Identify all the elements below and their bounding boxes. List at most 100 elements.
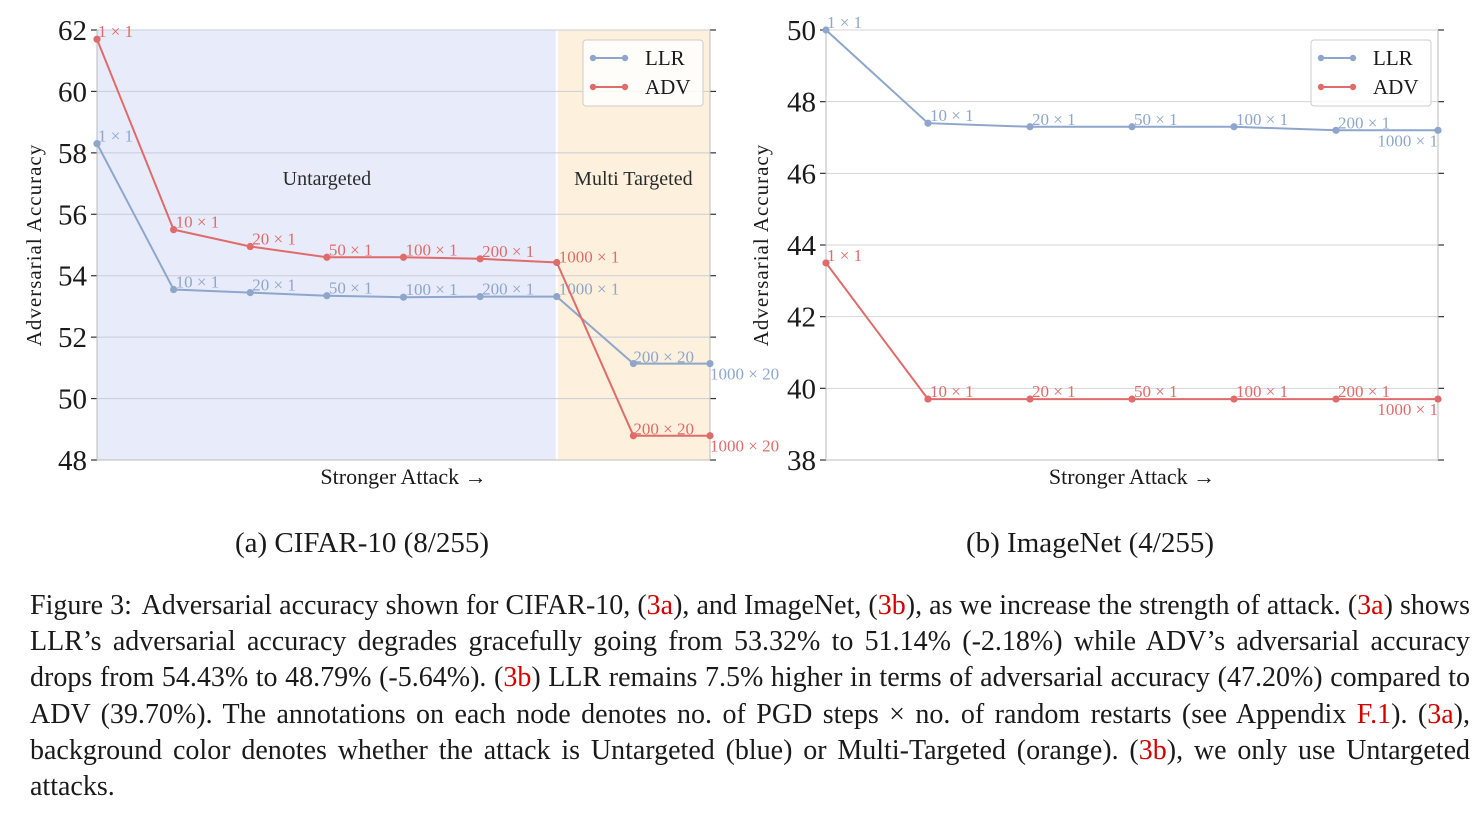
data-point-llr bbox=[924, 119, 932, 127]
data-label-llr: 10 × 1 bbox=[930, 106, 974, 125]
caption-ref-link[interactable]: 3a bbox=[1427, 698, 1454, 730]
data-point-llr bbox=[93, 140, 101, 148]
region-label: Multi Targeted bbox=[574, 168, 692, 190]
data-label-adv: 50 × 1 bbox=[329, 240, 373, 259]
data-point-llr bbox=[399, 293, 408, 301]
y-tick-label: 46 bbox=[787, 158, 816, 190]
x-axis-label: Stronger Attack → bbox=[1049, 464, 1215, 489]
data-point-llr bbox=[1230, 123, 1238, 131]
figure-caption: Figure 3: Adversarial accuracy shown for… bbox=[30, 588, 1470, 805]
caption-ref-link[interactable]: 3b bbox=[1138, 734, 1167, 766]
data-label-adv: 200 × 1 bbox=[1338, 382, 1390, 401]
legend-label: ADV bbox=[645, 75, 691, 99]
data-point-llr bbox=[1434, 126, 1442, 134]
legend-swatch-marker bbox=[1349, 54, 1357, 62]
legend-label: ADV bbox=[1373, 75, 1419, 99]
data-point-adv bbox=[1128, 395, 1136, 403]
y-tick-label: 52 bbox=[58, 322, 87, 354]
caption-ref-link[interactable]: 3b bbox=[503, 662, 532, 694]
data-point-llr bbox=[170, 285, 178, 294]
data-label-adv: 1 × 1 bbox=[98, 22, 133, 41]
data-point-adv bbox=[1026, 395, 1034, 403]
data-point-llr bbox=[553, 293, 561, 301]
data-point-adv bbox=[629, 432, 637, 440]
data-point-adv bbox=[1434, 395, 1442, 403]
y-axis-label: Adversarial Accuracy bbox=[22, 144, 46, 347]
data-point-llr bbox=[822, 26, 830, 34]
data-point-adv bbox=[476, 255, 484, 263]
y-tick-label: 54 bbox=[58, 261, 88, 293]
y-tick-label: 38 bbox=[787, 445, 816, 477]
data-label-adv: 20 × 1 bbox=[1032, 382, 1076, 401]
caption-text: ), and ImageNet, ( bbox=[673, 590, 878, 621]
data-point-llr bbox=[246, 289, 254, 297]
y-tick-label: 58 bbox=[58, 138, 87, 170]
data-label-adv: 1 × 1 bbox=[827, 246, 862, 265]
caption-label: Figure 3: bbox=[30, 590, 132, 621]
y-tick-label: 56 bbox=[58, 199, 87, 231]
caption-ref-link[interactable]: 3b bbox=[877, 590, 906, 621]
legend-swatch-marker bbox=[1317, 54, 1325, 62]
data-label-llr: 10 × 1 bbox=[176, 273, 220, 292]
data-label-llr: 200 × 1 bbox=[1338, 113, 1390, 132]
data-label-llr: 50 × 1 bbox=[329, 279, 373, 298]
data-point-adv bbox=[924, 395, 932, 403]
data-label-llr: 200 × 20 bbox=[633, 348, 694, 367]
y-tick-label: 48 bbox=[58, 445, 87, 477]
legend-swatch-marker bbox=[1317, 83, 1325, 91]
data-point-llr bbox=[1128, 123, 1136, 131]
caption-ref-link[interactable]: 3a bbox=[646, 590, 674, 621]
y-tick-label: 48 bbox=[787, 87, 816, 119]
data-label-llr: 1000 × 1 bbox=[1377, 131, 1438, 150]
data-point-adv bbox=[1332, 395, 1340, 403]
caption-text: ), as we increase the strength of attack… bbox=[905, 590, 1358, 621]
data-label-adv: 100 × 1 bbox=[406, 240, 458, 259]
data-label-llr: 1 × 1 bbox=[827, 13, 862, 32]
data-label-adv: 200 × 20 bbox=[633, 420, 694, 439]
data-point-llr bbox=[1026, 123, 1034, 131]
data-label-adv: 1000 × 1 bbox=[1377, 400, 1438, 419]
y-tick-label: 60 bbox=[58, 76, 87, 108]
data-label-llr: 100 × 1 bbox=[1236, 110, 1288, 129]
series-line-adv bbox=[825, 262, 1438, 401]
data-label-llr: 100 × 1 bbox=[406, 280, 458, 299]
data-point-adv bbox=[323, 253, 331, 261]
data-label-llr: 1000 × 1 bbox=[559, 280, 620, 299]
data-label-adv: 50 × 1 bbox=[1134, 382, 1178, 401]
y-tick-label: 42 bbox=[787, 302, 816, 334]
legend-swatch-marker bbox=[1349, 83, 1357, 91]
caption-ref-link[interactable]: F.1 bbox=[1356, 698, 1392, 730]
caption-text: Adversarial accuracy shown for CIFAR-10,… bbox=[135, 590, 647, 621]
data-point-llr bbox=[706, 359, 714, 368]
caption-ref-link[interactable]: 3a bbox=[1357, 590, 1384, 621]
data-label-adv: 1000 × 1 bbox=[559, 248, 620, 267]
legend-swatch-marker bbox=[621, 83, 629, 91]
data-point-llr bbox=[629, 359, 637, 368]
y-axis-label: Adversarial Accuracy bbox=[749, 144, 773, 347]
data-point-adv bbox=[399, 253, 408, 261]
y-tick-label: 44 bbox=[787, 230, 817, 262]
region-label: Untargeted bbox=[283, 168, 372, 190]
caption-text: ), background color denotes whether the … bbox=[30, 698, 1470, 766]
data-point-llr bbox=[323, 292, 331, 300]
legend-label: LLR bbox=[1373, 46, 1413, 70]
data-point-adv bbox=[170, 226, 178, 234]
data-label-adv: 200 × 1 bbox=[482, 242, 534, 261]
data-point-adv bbox=[1230, 395, 1238, 403]
legend-box bbox=[582, 39, 704, 107]
caption-text: ) shows LLR’s adversarial accuracy degra… bbox=[30, 590, 1470, 694]
subcaption-a: (a) CIFAR-10 (8/255) bbox=[235, 527, 489, 559]
y-tick-label: 50 bbox=[58, 384, 87, 416]
data-point-adv bbox=[553, 258, 561, 267]
data-label-llr: 1 × 1 bbox=[98, 127, 133, 146]
legend-swatch-marker bbox=[589, 54, 597, 62]
data-label-adv: 10 × 1 bbox=[930, 382, 974, 401]
figure-charts: Untargeted Multi Targeted 48 50 52 54 56 58 60 62… bbox=[22, 13, 1444, 489]
data-point-adv bbox=[93, 35, 101, 43]
data-label-adv: 10 × 1 bbox=[176, 213, 220, 232]
y-tick-label: 62 bbox=[58, 15, 87, 47]
legend-swatch-marker bbox=[589, 83, 597, 91]
data-label-llr: 20 × 1 bbox=[252, 276, 296, 295]
data-label-llr: 1000 × 20 bbox=[710, 365, 779, 384]
y-tick-label: 40 bbox=[787, 373, 816, 405]
